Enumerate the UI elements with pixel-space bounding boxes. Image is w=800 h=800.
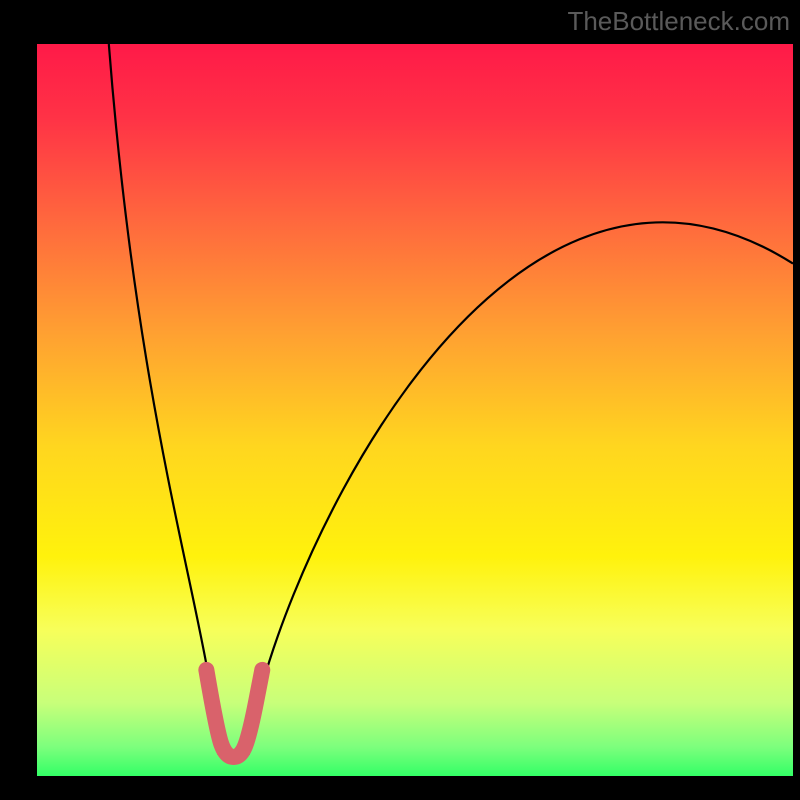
chart-frame: TheBottleneck.com [0, 0, 800, 800]
plot-background [37, 44, 793, 776]
chart-plot-area [37, 44, 793, 776]
watermark-text: TheBottleneck.com [567, 6, 790, 37]
